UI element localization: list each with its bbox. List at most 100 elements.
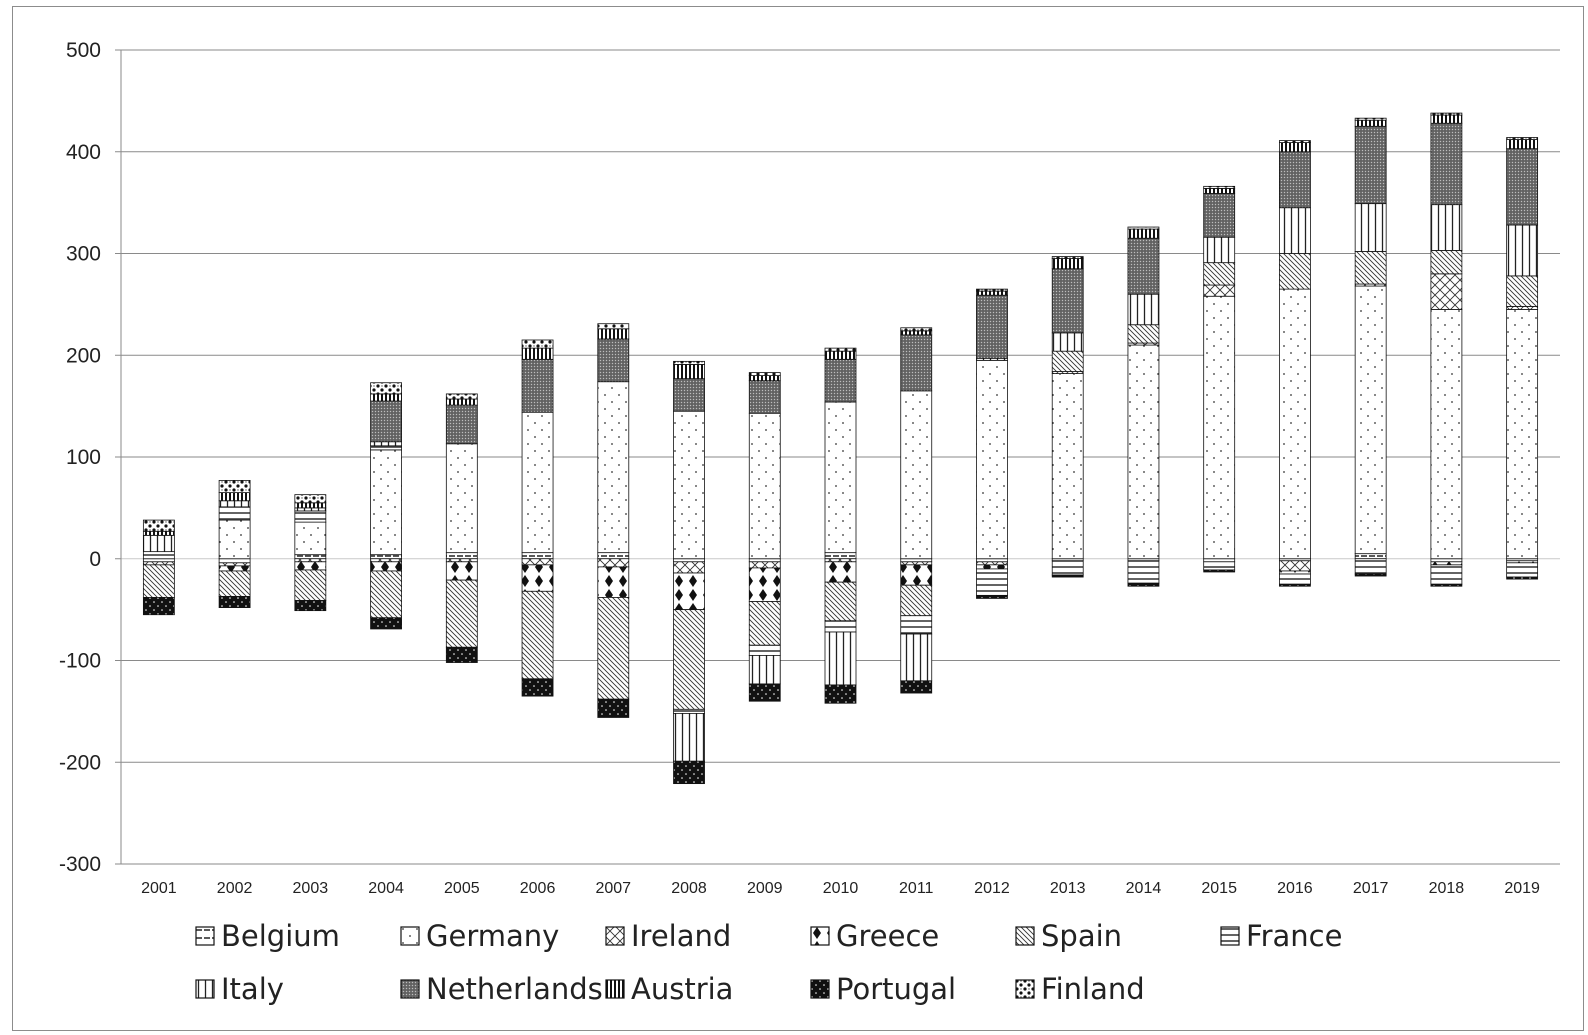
legend-swatch-greece — [810, 926, 830, 946]
bar-segment-spain — [1430, 250, 1463, 275]
bar-segment-spain — [597, 597, 630, 700]
bar-segment-greece — [294, 561, 327, 571]
bar-segment-ireland — [900, 561, 933, 566]
bar-segment-italy — [218, 500, 251, 508]
bar-segment-greece — [1279, 570, 1311, 575]
legend-item-germany: Germany — [400, 916, 559, 956]
bar-segment-austria — [976, 290, 1008, 296]
bar-segment-finland — [1506, 137, 1539, 140]
bar-segment-germany — [1354, 285, 1387, 555]
bar-segment-italy — [1203, 236, 1236, 264]
bar-segment-france — [218, 506, 251, 521]
bar-segment-spain — [1279, 253, 1311, 290]
bar-segment-netherlands — [1203, 193, 1236, 238]
legend: Belgium Germany Ireland Greece Spain France It… — [195, 916, 1495, 1026]
bar-segment-greece — [824, 561, 857, 583]
bar-segment-ireland — [673, 561, 705, 574]
bar-segment-greece — [445, 561, 478, 581]
bar-segment-finland — [445, 393, 478, 400]
bar-segment-france — [976, 568, 1008, 596]
bar-segment-italy — [1430, 204, 1463, 251]
legend-label: Belgium — [221, 919, 340, 953]
bar-segment-germany — [370, 449, 402, 556]
bar-segment-spain — [673, 609, 705, 710]
bar-segment-ireland — [1279, 560, 1311, 572]
bar-segment-austria — [1354, 119, 1387, 127]
legend-label: Italy — [221, 972, 284, 1006]
bar-segment-portugal — [597, 698, 630, 718]
bar-segment-portugal — [976, 594, 1008, 599]
bar-segment-spain — [1127, 324, 1160, 344]
legend-swatch-austria — [605, 979, 625, 999]
legend-swatch-germany — [400, 926, 420, 946]
bar-segment-netherlands — [748, 380, 781, 414]
y-tick-label: 100 — [66, 446, 101, 469]
x-tick-label: 2011 — [899, 880, 934, 897]
bar-segment-italy — [824, 631, 857, 686]
bar-segment-france — [370, 445, 402, 451]
bar-segment-belgium — [370, 554, 402, 560]
y-tick-label: 0 — [89, 548, 101, 571]
bar-segment-finland — [976, 288, 1008, 292]
chart-frame — [12, 6, 1584, 1031]
bar-segment-belgium — [976, 558, 1008, 563]
bar-segment-finland — [1279, 140, 1311, 143]
bar-segment-finland — [1354, 117, 1387, 121]
legend-swatch-france — [1220, 926, 1240, 946]
bar-segment-france — [1279, 573, 1311, 585]
bar-segment-finland — [142, 519, 175, 532]
bar-segment-finland — [824, 347, 857, 352]
bar-segment-portugal — [824, 684, 857, 704]
bar-segment-portugal — [1127, 582, 1160, 587]
bar-segment-france — [1127, 560, 1160, 584]
y-tick-label: -200 — [59, 751, 101, 774]
legend-swatch-finland — [1015, 979, 1035, 999]
x-tick-label: 2018 — [1429, 880, 1465, 897]
bar-segment-portugal — [748, 683, 781, 702]
bar-segment-ireland — [370, 558, 402, 563]
x-tick-label: 2002 — [217, 880, 253, 897]
x-tick-label: 2006 — [520, 880, 556, 897]
bar-segment-austria — [1430, 114, 1463, 124]
bar-segment-italy — [1051, 332, 1084, 352]
bar-segment-spain — [1354, 251, 1387, 285]
bar-segment-ireland — [1203, 284, 1236, 297]
bar-segment-france — [1203, 561, 1236, 571]
bar-segment-belgium — [1430, 558, 1463, 563]
y-tick-label: -300 — [59, 853, 101, 876]
bar-segment-italy — [900, 633, 933, 682]
bar-segment-germany — [900, 390, 933, 560]
bar-segment-austria — [1051, 258, 1084, 270]
bar-segment-netherlands — [900, 334, 933, 392]
bar-segment-spain — [824, 581, 857, 622]
bar-segment-belgium — [673, 558, 705, 563]
bar-segment-finland — [597, 323, 630, 330]
bar-segment-ireland — [597, 558, 630, 568]
bar-segment-belgium — [900, 558, 933, 563]
bars-group — [142, 112, 1539, 785]
x-tick-label: 2015 — [1201, 880, 1237, 897]
bar-segment-netherlands — [1430, 122, 1463, 206]
bar-segment-italy — [748, 655, 781, 685]
bar-segment-austria — [1279, 142, 1311, 153]
legend-label: Finland — [1041, 972, 1145, 1006]
bar-segment-portugal — [900, 680, 933, 694]
bar-segment-finland — [900, 327, 933, 332]
x-tick-label: 2013 — [1050, 880, 1086, 897]
x-tick-label: 2019 — [1504, 880, 1540, 897]
bar-segment-portugal — [142, 597, 175, 616]
bar-segment-portugal — [1354, 573, 1387, 577]
bar-segment-italy — [673, 713, 705, 762]
bar-segment-germany — [673, 410, 705, 560]
bar-segment-belgium — [748, 558, 781, 563]
bar-segment-portugal — [218, 595, 251, 608]
legend-item-spain: Spain — [1015, 916, 1122, 956]
bar-segment-austria — [521, 347, 554, 360]
bar-segment-spain — [370, 570, 402, 619]
bar-segment-portugal — [1051, 574, 1084, 578]
bar-segment-austria — [370, 393, 402, 402]
legend-label: France — [1246, 919, 1343, 953]
bar-segment-finland — [294, 494, 327, 504]
bar-segment-germany — [521, 411, 554, 554]
